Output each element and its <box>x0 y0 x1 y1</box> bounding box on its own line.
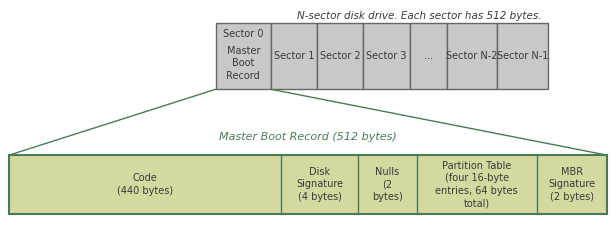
Bar <box>447 24 497 89</box>
Text: N-sector disk drive. Each sector has 512 bytes.: N-sector disk drive. Each sector has 512… <box>297 11 541 21</box>
Text: Disk
Signature
(4 bytes): Disk Signature (4 bytes) <box>296 167 343 202</box>
Text: Sector 1: Sector 1 <box>274 51 314 61</box>
Bar <box>9 155 607 214</box>
Bar <box>271 24 317 89</box>
Bar <box>317 24 363 89</box>
Text: Sector 3: Sector 3 <box>367 51 407 61</box>
Text: MBR
Signature
(2 bytes): MBR Signature (2 bytes) <box>548 167 596 202</box>
Text: Sector N-1: Sector N-1 <box>496 51 548 61</box>
Text: Sector N-2: Sector N-2 <box>446 51 498 61</box>
Text: Partition Table
(four 16-byte
entries, 64 bytes
total): Partition Table (four 16-byte entries, 6… <box>436 161 518 208</box>
Text: ...: ... <box>424 51 432 61</box>
Text: Code
(440 bytes): Code (440 bytes) <box>117 173 173 196</box>
Text: Sector 0: Sector 0 <box>223 29 264 39</box>
Bar <box>497 24 548 89</box>
Bar <box>363 24 410 89</box>
Text: Sector 2: Sector 2 <box>320 51 360 61</box>
Text: Nulls
(2
bytes): Nulls (2 bytes) <box>372 167 403 202</box>
Bar <box>410 24 447 89</box>
Text: Master Boot Record (512 bytes): Master Boot Record (512 bytes) <box>219 132 397 142</box>
Bar <box>216 24 271 89</box>
Text: Master
Boot
Record: Master Boot Record <box>227 46 260 81</box>
